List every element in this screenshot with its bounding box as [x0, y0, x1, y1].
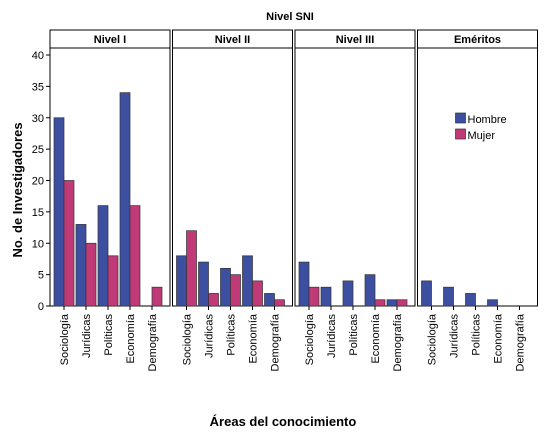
x-tick-label: Sociología	[427, 313, 439, 365]
bar-mujer	[374, 299, 386, 307]
bar-hombre	[386, 299, 398, 307]
panel-2: Nivel II Sociología Jurídicas Políticas Econ…	[172, 29, 293, 371]
bar-hombre	[465, 293, 476, 307]
y-tick-label: 40	[32, 50, 44, 62]
bar-hombre	[421, 280, 432, 307]
bar-hombre	[75, 224, 87, 307]
x-tick-label: Economía	[493, 313, 505, 363]
y-axis-label: No. de Investigadores	[10, 122, 25, 257]
y-tick-label: 15	[32, 207, 44, 219]
bar-hombre	[364, 274, 376, 307]
bar-mujer	[107, 255, 119, 307]
y-tick-label: 30	[32, 113, 44, 125]
bar-hombre	[320, 286, 332, 307]
bar-hombre	[53, 117, 65, 307]
bar-mujer	[308, 286, 320, 307]
x-tick-label: Economía	[370, 313, 382, 363]
bar-mujer	[151, 286, 163, 307]
bar-hombre	[342, 280, 354, 307]
bar-mujer	[230, 274, 241, 307]
bar-hombre	[176, 255, 187, 307]
bar-hombre	[264, 293, 275, 307]
y-tick-label: 20	[32, 176, 44, 188]
x-tick-label: Jurídicas	[326, 314, 338, 359]
y-tick-label: 35	[32, 81, 44, 93]
bar-hombre	[487, 299, 498, 307]
panel-frame	[294, 47, 416, 307]
bar-mujer	[63, 180, 75, 307]
x-tick-label: Demografía	[270, 313, 282, 371]
bar-hombre	[97, 205, 109, 307]
legend-label-hombre: Hombre	[468, 114, 507, 126]
x-tick-label: Jurídicas	[449, 314, 461, 359]
panel-header-label: Nivel I	[94, 34, 126, 46]
x-tick-label: Políticas	[471, 314, 483, 356]
bar-hombre	[119, 92, 131, 307]
panels-layer: Nivel I Sociología Jurídicas Políticas Econo…	[49, 29, 538, 371]
legend-swatch-hombre	[455, 112, 466, 124]
legend: Hombre Mujer	[455, 112, 507, 142]
legend-swatch-mujer	[455, 128, 466, 140]
x-tick-label: Jurídicas	[204, 314, 216, 359]
x-tick-label: Políticas	[348, 314, 360, 356]
x-axis-label: Áreas del conocimiento	[210, 414, 357, 429]
bar-hombre	[220, 268, 231, 307]
panel-1: Nivel I Sociología Jurídicas Políticas Econo…	[49, 29, 171, 371]
x-tick-label: Políticas	[226, 314, 238, 356]
bar-hombre	[443, 286, 454, 307]
panel-3: Nivel III Sociología Jurídicas Políticas Eco…	[294, 29, 416, 371]
y-axis: 0 5 10 15 20 25 30 35 40	[32, 50, 50, 313]
bar-hombre	[242, 255, 253, 307]
bar-mujer	[129, 205, 141, 307]
x-tick-label: Políticas	[103, 314, 115, 356]
x-tick-label: Demografía	[392, 313, 404, 371]
y-tick-label: 5	[38, 270, 44, 282]
x-tick-label: Sociología	[182, 313, 194, 365]
y-tick-label: 25	[32, 144, 44, 156]
y-tick-label: 10	[32, 238, 44, 250]
panel-header-label: Eméritos	[454, 34, 501, 46]
bar-hombre	[298, 261, 310, 307]
bar-hombre	[198, 261, 209, 307]
legend-label-mujer: Mujer	[468, 130, 496, 142]
panel-header-label: Nivel II	[215, 34, 250, 46]
x-tick-label: Sociología	[59, 313, 71, 365]
y-tick-label: 0	[38, 301, 44, 313]
bar-mujer	[208, 293, 219, 307]
panel-frame	[417, 47, 538, 307]
bar-mujer	[186, 230, 197, 307]
x-tick-label: Demografía	[515, 313, 527, 371]
x-tick-label: Sociología	[304, 313, 316, 365]
x-tick-label: Economía	[125, 313, 137, 363]
bar-mujer	[252, 280, 263, 307]
chart-title: Nivel SNI	[266, 11, 314, 23]
bar-mujer	[396, 299, 408, 307]
x-tick-label: Jurídicas	[81, 314, 93, 359]
x-tick-label: Demografía	[147, 313, 159, 371]
bar-mujer	[274, 299, 285, 307]
x-tick-label: Economía	[248, 313, 260, 363]
panel-4: Eméritos Sociología Jurídicas Políticas Econ…	[417, 29, 538, 371]
panel-header-label: Nivel III	[336, 34, 375, 46]
bar-mujer	[85, 242, 97, 307]
